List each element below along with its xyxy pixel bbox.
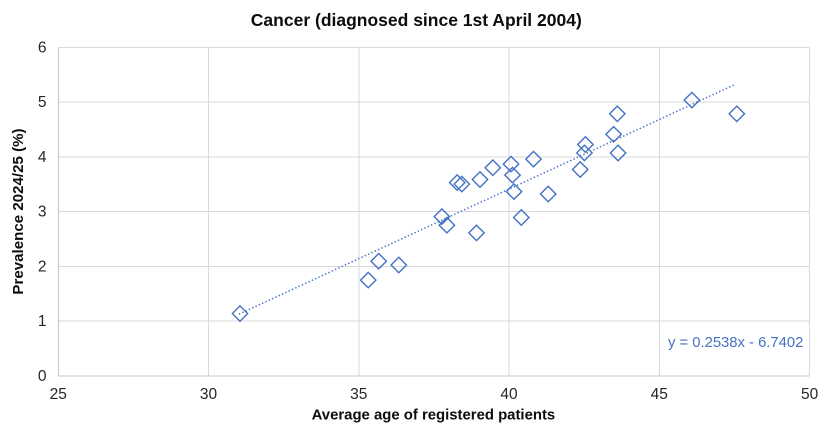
svg-text:50: 50 (801, 386, 819, 403)
svg-text:3: 3 (38, 204, 47, 221)
svg-text:35: 35 (350, 386, 367, 403)
svg-text:5: 5 (38, 94, 47, 111)
svg-text:y = 0.2538x - 6.7402: y = 0.2538x - 6.7402 (668, 335, 803, 351)
svg-text:2: 2 (38, 258, 47, 275)
svg-text:0: 0 (38, 368, 47, 385)
svg-text:Cancer (diagnosed since 1st Ap: Cancer (diagnosed since 1st April 2004) (251, 10, 582, 30)
svg-text:1: 1 (38, 313, 47, 330)
svg-text:Average age of registered pati: Average age of registered patients (312, 407, 556, 423)
svg-text:30: 30 (200, 386, 218, 403)
svg-text:6: 6 (38, 39, 47, 56)
svg-text:4: 4 (38, 149, 47, 166)
svg-text:45: 45 (651, 386, 668, 403)
svg-text:25: 25 (50, 386, 67, 403)
svg-text:Prevalence 2024/25 (%): Prevalence 2024/25 (%) (10, 128, 27, 294)
svg-text:40: 40 (500, 386, 518, 403)
